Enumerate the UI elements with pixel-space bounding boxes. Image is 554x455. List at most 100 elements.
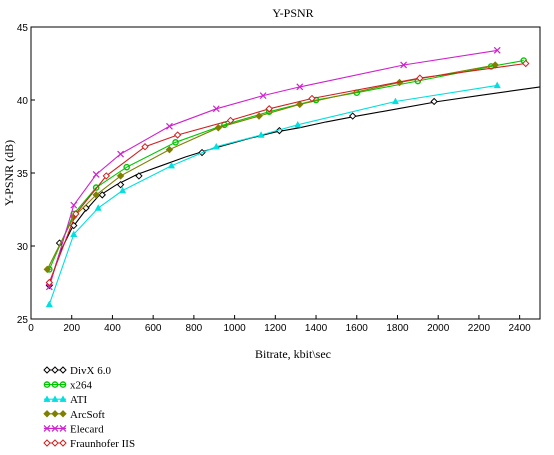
x-tick-label: 2000 — [427, 323, 450, 334]
series-line — [46, 64, 496, 270]
legend-marker — [51, 381, 59, 388]
series-line — [48, 60, 524, 270]
legend-marker — [51, 395, 59, 402]
legend-marker — [43, 381, 51, 388]
data-point — [416, 74, 424, 82]
series-layer — [43, 46, 541, 308]
legend-label: ATI — [70, 394, 87, 406]
legend-item: x264 — [43, 380, 93, 392]
data-point — [165, 145, 174, 154]
data-point — [265, 105, 273, 113]
y-tick-label: 45 — [17, 23, 29, 34]
series-ati — [45, 81, 501, 308]
data-point — [92, 184, 100, 191]
x-tick-label: 1000 — [223, 323, 246, 334]
legend-item: DivX 6.0 — [43, 365, 111, 377]
x-tick-label: 1800 — [386, 323, 409, 334]
series-line — [48, 84, 498, 305]
data-point — [214, 124, 223, 132]
legend-label: Elecard — [70, 423, 104, 435]
series-fraunhofer-iis — [45, 59, 530, 287]
legend-label: Fraunhofer IIS — [70, 438, 135, 450]
legend-marker — [51, 439, 59, 447]
y-tick-label: 35 — [17, 169, 29, 180]
y-axis-label: Y-PSNR (dB) — [2, 140, 16, 206]
data-point — [45, 283, 53, 291]
chart-title: Y-PSNR — [272, 6, 313, 20]
legend-marker — [59, 424, 67, 432]
x-tick-label: 600 — [145, 323, 162, 334]
legend-marker — [51, 410, 59, 418]
legend-marker — [59, 381, 67, 388]
y-tick-label: 40 — [17, 96, 29, 107]
data-point — [45, 278, 54, 287]
x-tick-label: 1600 — [346, 323, 369, 334]
x-tick-label: 400 — [104, 323, 121, 334]
data-point — [45, 300, 53, 308]
series-elecard — [45, 46, 501, 291]
legend-marker — [59, 439, 67, 447]
legend-item: ATI — [43, 394, 87, 406]
legend-label: DivX 6.0 — [70, 365, 111, 377]
y-tick-label: 30 — [17, 242, 29, 253]
data-point — [493, 81, 501, 89]
legend-label: ArcSoft — [70, 409, 105, 421]
legend-item: Elecard — [43, 423, 104, 435]
x-tick-label: 1200 — [264, 323, 287, 334]
data-point — [296, 83, 304, 91]
data-point — [70, 201, 78, 209]
legend-marker — [51, 424, 59, 432]
legend-item: ArcSoft — [43, 409, 105, 421]
data-point — [172, 139, 179, 146]
data-point — [493, 46, 501, 54]
x-tick-label: 2200 — [468, 323, 491, 334]
data-point — [82, 204, 90, 212]
axis-ticks: 0 200 400 600 800 1000 1200 1400 1600 1800 2000 220… — [17, 23, 531, 334]
data-point — [400, 61, 408, 69]
data-point — [98, 191, 106, 199]
legend-marker — [51, 366, 59, 374]
legend: DivX 6.0 x264 ATI ArcSoft Elecard Fraunhofer … — [43, 365, 135, 450]
data-point — [102, 172, 111, 180]
data-point — [294, 120, 302, 128]
data-point — [348, 112, 357, 120]
series-line — [48, 62, 526, 283]
series-line — [48, 86, 541, 286]
data-point — [135, 172, 143, 180]
data-point — [173, 131, 182, 139]
data-point — [70, 230, 78, 238]
legend-item: Fraunhofer IIS — [43, 438, 135, 450]
data-point — [116, 172, 125, 180]
data-point — [166, 122, 173, 130]
data-point — [212, 142, 220, 150]
series-line — [48, 49, 498, 288]
legend-marker — [59, 366, 67, 374]
data-point — [92, 171, 100, 178]
legend-marker — [59, 410, 67, 418]
series-divx-6-0 — [45, 86, 541, 290]
x-tick-label: 0 — [28, 323, 34, 334]
data-point — [117, 150, 125, 158]
data-point — [141, 143, 149, 151]
data-point — [391, 97, 399, 105]
data-point — [296, 100, 304, 109]
data-point — [259, 92, 267, 100]
data-point — [308, 94, 316, 103]
data-point — [226, 116, 235, 125]
data-point — [522, 59, 530, 68]
x-tick-label: 800 — [186, 323, 203, 334]
data-point — [92, 191, 100, 199]
legend-marker — [59, 395, 67, 402]
data-point — [257, 131, 265, 138]
x-tick-label: 200 — [63, 323, 80, 334]
legend-marker — [43, 410, 51, 418]
data-point — [119, 186, 127, 194]
x-axis-label: Bitrate, kbit\sec — [255, 347, 331, 361]
y-tick-label: 25 — [17, 315, 29, 326]
legend-marker — [43, 395, 51, 402]
legend-marker — [43, 439, 51, 447]
x-tick-label: 2400 — [509, 323, 532, 334]
data-point — [430, 97, 438, 106]
data-point — [255, 112, 263, 120]
data-point — [94, 204, 102, 211]
